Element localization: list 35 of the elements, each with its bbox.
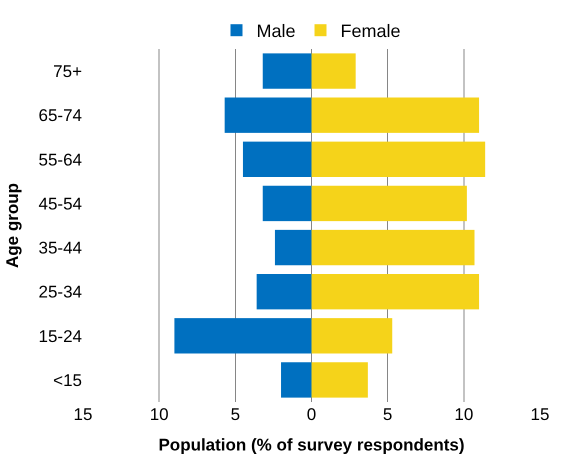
bar — [274, 230, 312, 266]
bar — [242, 142, 312, 177]
legend-label: Male — [256, 21, 296, 42]
bar — [312, 318, 392, 354]
x-tick-label: 5 — [382, 405, 392, 424]
bar — [224, 98, 312, 133]
y-tick-label: 15-24 — [38, 326, 82, 346]
bar — [256, 274, 312, 310]
y-axis-title: Age group — [3, 183, 22, 268]
y-tick-label: <15 — [53, 370, 82, 390]
bar — [312, 274, 480, 310]
x-tick-label: 0 — [306, 405, 316, 424]
bar — [312, 186, 467, 222]
bar — [262, 53, 312, 89]
y-tick-label: 75+ — [53, 62, 82, 82]
bar — [312, 362, 368, 398]
bar — [281, 362, 312, 398]
y-tick-label: 65-74 — [38, 106, 82, 126]
y-tick-label: 25-34 — [38, 282, 82, 302]
bar — [312, 230, 474, 266]
y-tick-label: 45-54 — [38, 194, 82, 214]
y-tick-label: 35-44 — [38, 238, 82, 258]
bar — [312, 98, 480, 133]
x-tick-label: 10 — [150, 405, 169, 424]
x-tick-label: 10 — [454, 405, 474, 424]
y-tick-label: 55-64 — [38, 150, 82, 170]
x-tick-label: 15 — [74, 405, 92, 424]
bar — [312, 142, 486, 177]
x-tick-label: 15 — [530, 405, 550, 424]
legend-label: Female — [340, 21, 401, 42]
bar — [312, 53, 356, 89]
bar — [174, 318, 312, 354]
x-axis-title: Population (% of survey respondents) — [158, 435, 465, 454]
x-tick-label: 5 — [230, 405, 240, 424]
bar — [262, 186, 312, 222]
